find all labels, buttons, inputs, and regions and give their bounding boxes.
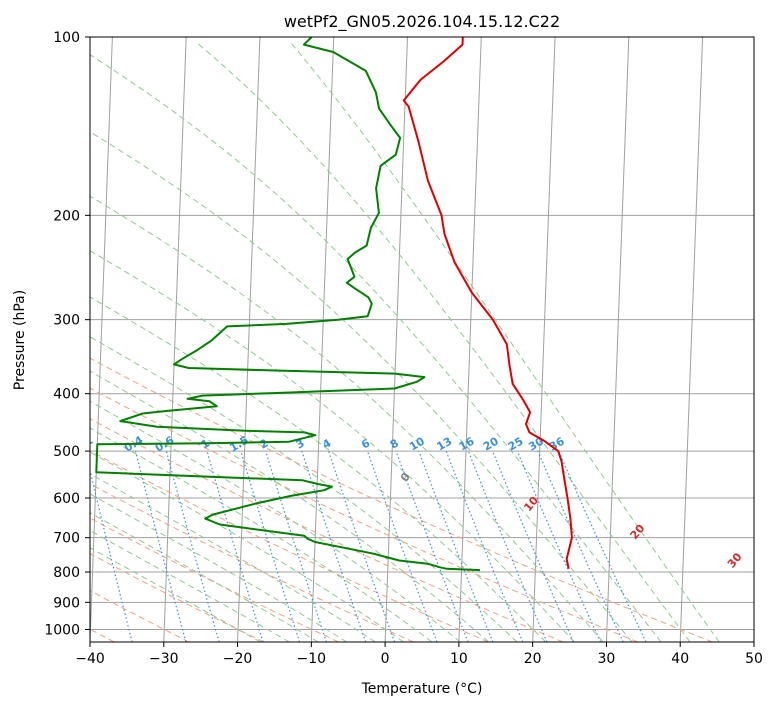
moist-adiabat-line [90,451,404,642]
y-tick-label: 600 [53,491,80,507]
moist-adiabat-line [289,41,720,642]
dry-adiabat-line [90,357,713,642]
chart-title: wetPf2_GN05.2026.104.15.12.C22 [284,12,560,32]
plot-frame [89,36,755,643]
y-tick-label: 500 [53,444,80,460]
mixing-ratio-line [467,450,548,642]
mixing-ratio-line [90,467,133,642]
mixing-ratio-line [395,450,469,642]
mixing-ratio-line [301,450,367,642]
y-tick-label: 400 [53,387,80,403]
x-tick-label: 50 [745,651,763,667]
dry-adiabat-line [90,553,265,642]
moist-adiabat-line [90,131,633,642]
moist-adiabat-line [90,370,489,642]
moist-adiabat-line [90,195,604,642]
isotherm-line [458,37,482,642]
moist-adiabat-line [90,250,575,642]
dry-adiabat-line [90,483,414,642]
temperature-line [402,37,573,569]
mixing-ratio-line [366,450,438,642]
dry-adiabat-line [90,450,489,642]
mixing-ratio-line [240,450,301,642]
mixing-ratio-label: 0.2 [72,434,95,455]
x-tick-label: −40 [75,651,105,667]
moist-adiabat-line [90,547,261,642]
moist-adiabat-line [90,473,376,642]
x-tick-label: −20 [223,651,253,667]
background-lines [90,37,754,642]
y-tick-label: 100 [53,30,80,46]
moist-adiabat-line [90,54,662,642]
y-tick-label: 900 [53,595,80,611]
mixing-ratio-line [492,450,575,642]
mixing-ratio-line [418,450,494,642]
dry-adiabat-line [90,387,638,642]
x-tick-label: 30 [598,651,616,667]
isotherm-line [384,37,408,642]
x-axis-label: Temperature (°C) [361,681,483,697]
moist-adiabat-line [90,530,290,642]
moist-adiabat-line [90,400,461,642]
moist-adiabat-line [90,427,433,642]
isotherm-line [605,37,630,642]
dewpoint-line [95,37,481,572]
dry-adiabat-line [90,418,564,642]
isotherm-line [90,37,113,642]
x-tick-label: 40 [671,651,689,667]
y-tick-label: 1000 [44,622,80,638]
y-tick-label: 200 [53,208,80,224]
isotherm-line [532,37,556,642]
x-tick-label: 10 [450,651,468,667]
y-tick-label: 700 [53,531,80,547]
mixing-ratio-line [445,450,524,642]
dry-adiabat-line [90,590,190,642]
x-tick-label: 0 [381,651,390,667]
mixing-ratio-line [516,450,602,642]
mixing-ratio-line [206,450,264,642]
y-tick-label: 800 [53,565,80,581]
x-tick-label: −30 [149,651,179,667]
mixing-ratio-line [165,450,220,642]
y-axis-label: Pressure (hPa) [12,290,28,390]
x-tick-label: 20 [524,651,542,667]
mixing-ratio-line [328,450,396,642]
profile-lines [95,37,573,572]
isotherm-line [237,37,261,642]
mixing-ratio-line [134,450,187,642]
y-tick-label: 300 [53,313,80,329]
axis-ticks: −40 −30 −20 −10 0 10 20 30 40 50 100 200 300 400 500 60… [44,30,763,667]
isotherm-line [679,37,704,642]
isotherm-line [163,37,187,642]
x-tick-label: −10 [297,651,327,667]
mixing-ratio-line [265,450,327,642]
moist-adiabat-line [195,41,691,642]
